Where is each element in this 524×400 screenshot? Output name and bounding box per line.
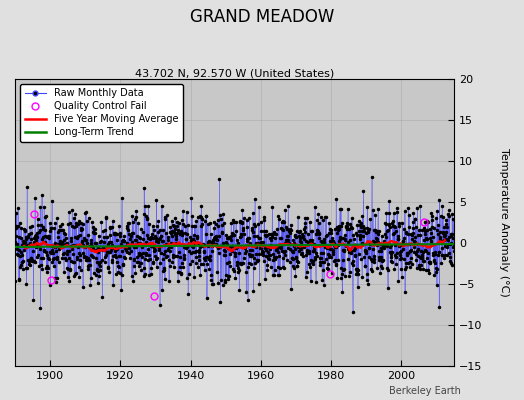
Text: GRAND MEADOW: GRAND MEADOW xyxy=(190,8,334,26)
Text: Berkeley Earth: Berkeley Earth xyxy=(389,386,461,396)
Title: 43.702 N, 92.570 W (United States): 43.702 N, 92.570 W (United States) xyxy=(135,68,334,78)
Y-axis label: Temperature Anomaly (°C): Temperature Anomaly (°C) xyxy=(499,148,509,297)
Legend: Raw Monthly Data, Quality Control Fail, Five Year Moving Average, Long-Term Tren: Raw Monthly Data, Quality Control Fail, … xyxy=(20,84,183,142)
